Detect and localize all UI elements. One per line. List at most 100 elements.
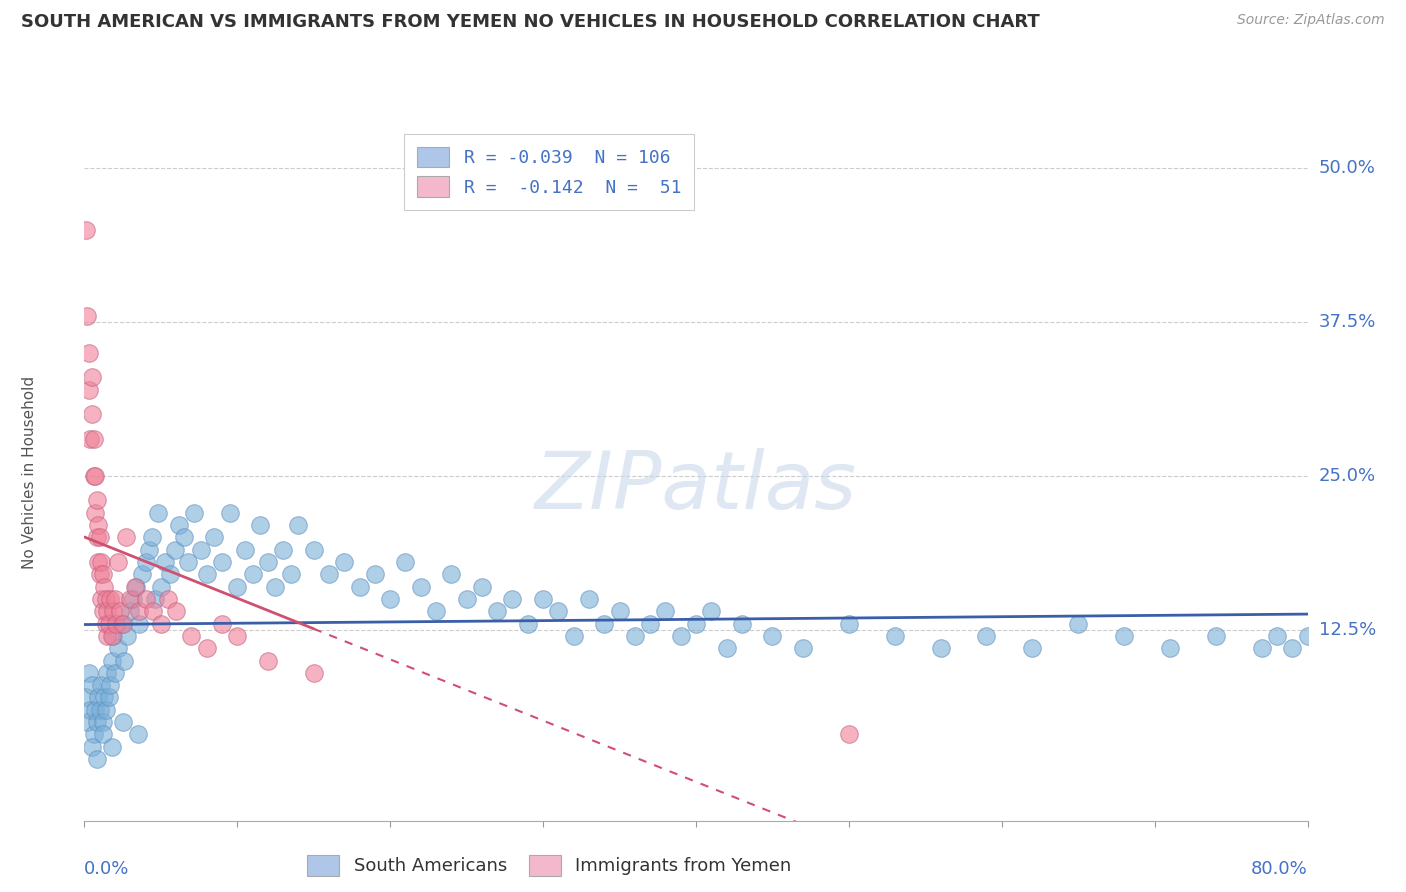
Point bbox=[94, 703, 117, 717]
Point bbox=[101, 629, 124, 643]
Point bbox=[654, 604, 676, 618]
Point bbox=[77, 345, 100, 359]
Point bbox=[103, 604, 125, 618]
Point bbox=[103, 629, 125, 643]
Point bbox=[425, 604, 447, 618]
Point bbox=[440, 567, 463, 582]
Point bbox=[190, 542, 212, 557]
Point bbox=[731, 616, 754, 631]
Point bbox=[264, 580, 287, 594]
Point bbox=[163, 542, 186, 557]
Point bbox=[157, 592, 180, 607]
Point bbox=[257, 654, 280, 668]
Point bbox=[93, 690, 115, 705]
Point bbox=[89, 567, 111, 582]
Point bbox=[124, 580, 146, 594]
Point bbox=[87, 555, 110, 569]
Point bbox=[89, 530, 111, 544]
Point bbox=[75, 690, 97, 705]
Point bbox=[111, 715, 134, 730]
Point bbox=[79, 703, 101, 717]
Point bbox=[638, 616, 661, 631]
Point bbox=[456, 592, 478, 607]
Point bbox=[86, 530, 108, 544]
Point bbox=[202, 530, 225, 544]
Point bbox=[90, 678, 112, 692]
Point bbox=[364, 567, 387, 582]
Point bbox=[226, 629, 249, 643]
Point bbox=[107, 641, 129, 656]
Point bbox=[96, 604, 118, 618]
Point bbox=[80, 407, 103, 421]
Point bbox=[96, 629, 118, 643]
Point bbox=[142, 604, 165, 618]
Point bbox=[486, 604, 509, 618]
Point bbox=[669, 629, 692, 643]
Point bbox=[94, 616, 117, 631]
Point bbox=[101, 654, 124, 668]
Point bbox=[883, 629, 905, 643]
Point bbox=[249, 518, 271, 533]
Point bbox=[125, 580, 148, 594]
Point bbox=[80, 678, 103, 692]
Point bbox=[716, 641, 738, 656]
Text: ZIPatlas: ZIPatlas bbox=[534, 448, 858, 525]
Text: 37.5%: 37.5% bbox=[1319, 313, 1376, 331]
Point bbox=[138, 542, 160, 557]
Point bbox=[101, 739, 124, 754]
Point bbox=[218, 506, 240, 520]
Point bbox=[195, 641, 218, 656]
Point bbox=[1159, 641, 1181, 656]
Point bbox=[84, 468, 107, 483]
Point bbox=[531, 592, 554, 607]
Point bbox=[792, 641, 814, 656]
Point bbox=[141, 530, 163, 544]
Point bbox=[233, 542, 256, 557]
Point bbox=[91, 715, 114, 730]
Point bbox=[75, 222, 97, 236]
Point bbox=[302, 542, 325, 557]
Legend: South Americans, Immigrants from Yemen: South Americans, Immigrants from Yemen bbox=[294, 842, 804, 888]
Point bbox=[91, 604, 114, 618]
Point bbox=[127, 727, 149, 741]
Point bbox=[128, 604, 150, 618]
Point bbox=[380, 592, 402, 607]
Point bbox=[173, 530, 195, 544]
Point bbox=[159, 567, 181, 582]
Point bbox=[394, 555, 416, 569]
Point bbox=[167, 518, 190, 533]
Point bbox=[211, 555, 233, 569]
Text: 50.0%: 50.0% bbox=[1319, 159, 1375, 177]
Point bbox=[155, 555, 177, 569]
Point bbox=[146, 506, 169, 520]
Point bbox=[93, 580, 115, 594]
Point bbox=[226, 580, 249, 594]
Point bbox=[105, 616, 128, 631]
Point bbox=[195, 567, 218, 582]
Point bbox=[94, 592, 117, 607]
Point bbox=[135, 555, 157, 569]
Point bbox=[90, 555, 112, 569]
Point bbox=[318, 567, 340, 582]
Text: Source: ZipAtlas.com: Source: ZipAtlas.com bbox=[1237, 13, 1385, 28]
Point bbox=[83, 727, 105, 741]
Point bbox=[547, 604, 569, 618]
Point bbox=[1021, 641, 1043, 656]
Point bbox=[838, 616, 860, 631]
Point bbox=[135, 592, 157, 607]
Point bbox=[1067, 616, 1090, 631]
Point bbox=[177, 555, 200, 569]
Text: 12.5%: 12.5% bbox=[1319, 621, 1376, 639]
Point bbox=[578, 592, 600, 607]
Point bbox=[83, 468, 105, 483]
Point bbox=[409, 580, 432, 594]
Point bbox=[131, 567, 153, 582]
Point bbox=[91, 727, 114, 741]
Point bbox=[76, 309, 98, 323]
Point bbox=[97, 690, 120, 705]
Point bbox=[685, 616, 707, 631]
Point bbox=[80, 739, 103, 754]
Point bbox=[287, 518, 309, 533]
Point bbox=[108, 604, 131, 618]
Point bbox=[98, 592, 121, 607]
